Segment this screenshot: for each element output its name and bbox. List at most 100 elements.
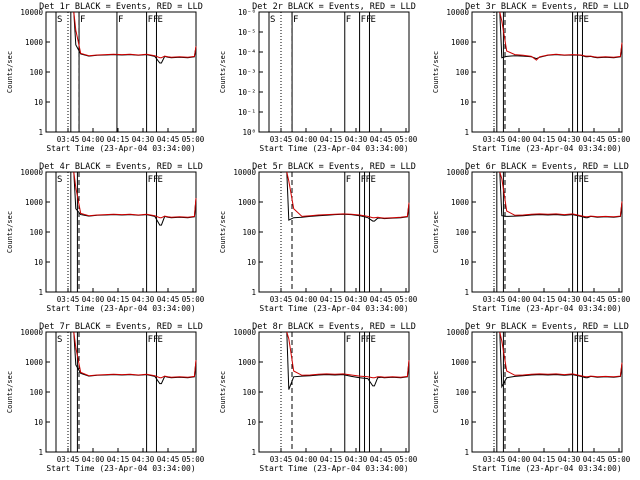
x-tick-label: 04:00 [82,135,105,144]
detector-panel: Det 4r BLACK = Events, RED = LLD Counts/s… [6,162,205,313]
x-tick-label: 04:45 [157,135,180,144]
x-axis-label: Start Time (23-Apr-04 03:34:00) [46,464,195,473]
events-series-line [499,331,623,389]
x-tick-label: 04:30 [345,135,368,144]
y-tick-label: 10000 [446,8,469,17]
y-tick-label: 1000 [451,198,470,207]
lld-series-line [73,171,197,219]
y-tick-label: 10 [34,98,44,107]
detector-panel: Det 6r BLACK = Events, RED = LLD Counts/s… [432,162,631,313]
x-tick-label: 04:15 [320,135,343,144]
event-marker-label: F [346,15,351,25]
y-tick-label: 10000 [233,168,256,177]
event-marker-label: F [80,15,85,25]
x-tick-label: 04:00 [508,135,531,144]
x-tick-label: 04:00 [508,455,531,464]
x-tick-label: 03:45 [483,135,506,144]
panel-title: Det 3r BLACK = Events, RED = LLD [465,2,629,12]
event-marker-label: E [370,335,375,345]
event-marker-label: E [370,175,375,185]
x-axis-label: Start Time (23-Apr-04 03:34:00) [46,144,195,153]
event-marker-label: FF [148,335,159,345]
y-axis-label: Counts/sec [432,371,440,413]
y-axis-label: Counts/sec [432,211,440,253]
y-axis-label: Counts/sec [219,211,227,253]
event-marker-label: S [57,175,62,185]
event-marker-label: E [157,15,162,25]
y-tick-label: 1 [464,288,469,297]
y-tick-label: 10⁻² [238,88,256,97]
x-tick-label: 05:00 [182,295,205,304]
panel-title: Det 6r BLACK = Events, RED = LLD [465,162,629,172]
x-tick-label: 04:15 [533,295,556,304]
x-tick-label: 04:45 [583,455,606,464]
x-tick-label: 04:00 [295,135,318,144]
y-tick-label: 10000 [20,8,43,17]
x-tick-label: 04:30 [132,135,155,144]
lld-series-line [73,331,197,379]
event-marker-label: F [574,15,579,25]
panel-title: Det 2r BLACK = Events, RED = LLD [252,2,416,12]
x-axis-label: Start Time (23-Apr-04 03:34:00) [472,304,621,313]
y-tick-label: 1000 [451,38,470,47]
y-tick-label: 1000 [238,198,257,207]
detector-panel: Det 1r BLACK = Events, RED = LLD Counts/s… [6,2,205,153]
x-tick-label: 04:15 [533,455,556,464]
y-tick-label: 1 [38,288,43,297]
x-tick-label: 04:15 [533,135,556,144]
x-tick-label: 05:00 [395,295,418,304]
x-tick-label: 04:45 [157,455,180,464]
x-tick-label: 03:45 [270,135,293,144]
y-tick-label: 100 [29,228,43,237]
detector-panel: Det 5r BLACK = Events, RED = LLD Counts/s… [219,162,418,313]
x-tick-label: 04:30 [132,455,155,464]
x-tick-label: 04:30 [558,295,581,304]
event-marker-label: S [57,335,62,345]
panel-title: Det 5r BLACK = Events, RED = LLD [252,162,416,172]
y-tick-label: 1000 [25,358,44,367]
x-tick-label: 04:45 [370,455,393,464]
y-tick-label: 10⁻¹ [238,108,256,117]
panel-title: Det 1r BLACK = Events, RED = LLD [39,2,203,12]
event-marker-label: FF [148,15,159,25]
x-tick-label: 04:15 [107,295,130,304]
y-tick-label: 10000 [446,328,469,337]
y-axis-label: Counts/sec [6,51,14,93]
x-tick-label: 04:30 [558,455,581,464]
event-marker-label: F [293,15,298,25]
x-tick-label: 04:00 [508,295,531,304]
panel-title: Det 9r BLACK = Events, RED = LLD [465,322,629,332]
x-axis-label: Start Time (23-Apr-04 03:34:00) [259,304,408,313]
event-marker-label: F [346,335,351,345]
x-tick-label: 04:15 [107,455,130,464]
y-tick-label: 1 [464,128,469,137]
lld-series-line [499,11,623,61]
detector-panel: Det 9r BLACK = Events, RED = LLD Counts/s… [432,322,631,473]
y-tick-label: 10 [34,418,44,427]
event-marker-label: F [574,335,579,345]
y-tick-label: 10⁻³ [238,68,256,77]
y-tick-label: 100 [455,68,469,77]
event-marker-label: E [157,335,162,345]
y-axis-label: Counts/sec [219,51,227,93]
y-tick-label: 100 [29,388,43,397]
events-series-line [499,11,623,60]
detector-panel: Det 2r BLACK = Events, RED = LLD Counts/s… [219,2,418,153]
y-tick-label: 10⁻⁵ [238,28,256,37]
event-marker-label: S [57,15,62,25]
y-tick-label: 1 [251,448,256,457]
y-tick-label: 10 [247,418,257,427]
lld-series-line [286,331,410,379]
event-marker-label: E [157,175,162,185]
event-marker-label: FF [148,175,159,185]
y-tick-label: 10000 [233,328,256,337]
x-tick-label: 05:00 [608,295,631,304]
y-tick-label: 10⁻⁴ [238,48,256,57]
lld-series-line [73,11,197,59]
detector-panel: Det 8r BLACK = Events, RED = LLD Counts/s… [219,322,418,473]
y-tick-label: 1 [464,448,469,457]
x-tick-label: 04:30 [558,135,581,144]
event-marker-label: FF [361,15,372,25]
x-tick-label: 04:00 [295,295,318,304]
x-tick-label: 04:00 [295,455,318,464]
